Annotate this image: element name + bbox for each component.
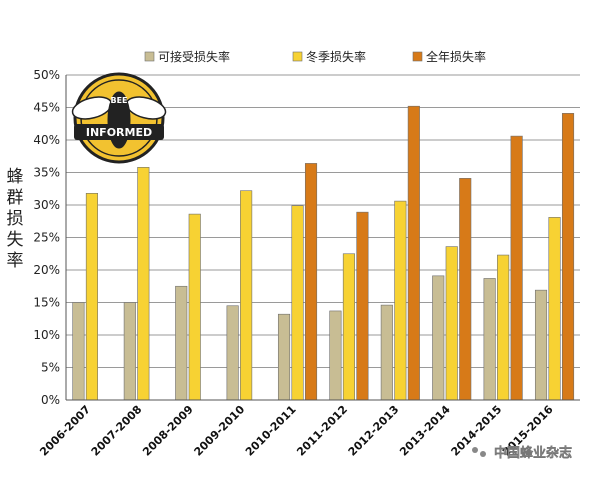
x-tick-label: 2012-2013: [346, 403, 402, 459]
y-axis-label-char: 群: [7, 188, 24, 208]
x-tick-label: 2011-2012: [294, 403, 350, 459]
bar-winter: [342, 253, 355, 401]
bee-informed-logo: INFORMED BEE: [71, 72, 167, 164]
bar-annual: [510, 135, 523, 401]
bar-acceptable: [329, 310, 342, 401]
y-axis-label-char: 蜂: [7, 167, 24, 187]
logo-text-bee: BEE: [110, 96, 127, 105]
legend-label: 全年损失率: [426, 49, 486, 64]
bar-winter: [394, 200, 407, 401]
bar-annual: [459, 178, 472, 401]
bar-acceptable: [226, 305, 239, 401]
watermark: 中国蜂业杂志: [470, 443, 572, 461]
x-tick-label: 2007-2008: [89, 403, 145, 459]
bar-acceptable: [380, 304, 393, 401]
bar-winter: [188, 213, 201, 401]
bar-acceptable: [72, 302, 85, 401]
bar-acceptable: [123, 302, 136, 401]
bar-acceptable: [483, 278, 496, 401]
bar-winter: [497, 254, 510, 401]
legend: 可接受损失率 冬季损失率 全年损失率: [144, 49, 486, 64]
bar-acceptable: [534, 289, 548, 401]
y-tick-label: 5%: [41, 361, 60, 375]
bar-annual: [356, 211, 369, 401]
x-tick-label: 2013-2014: [397, 403, 453, 459]
logo-text-informed: INFORMED: [86, 126, 152, 139]
y-tick-label: 50%: [33, 68, 60, 82]
legend-label: 冬季损失率: [306, 49, 366, 64]
bar-winter: [137, 167, 150, 401]
bar-annual: [561, 113, 575, 401]
y-tick-label: 10%: [33, 328, 60, 342]
y-axis-label-char: 失: [7, 230, 24, 250]
y-axis-label-char: 率: [7, 251, 24, 271]
y-tick-label: 40%: [33, 133, 60, 147]
bar-winter: [85, 193, 98, 401]
y-tick-label: 45%: [33, 101, 60, 115]
bar-annual: [304, 163, 318, 401]
y-axis-label-char: 损: [7, 209, 24, 229]
bar-acceptable: [432, 275, 445, 401]
legend-label: 可接受损失率: [158, 49, 230, 64]
y-tick-label: 30%: [33, 198, 60, 212]
x-tick-label: 2010-2011: [243, 403, 299, 459]
x-tick-label: 2008-2009: [140, 403, 196, 459]
y-tick-label: 35%: [33, 166, 60, 180]
x-tick-label: 2006-2007: [37, 403, 93, 459]
x-tick-label: 2009-2010: [192, 403, 248, 459]
y-tick-label: 0%: [41, 393, 60, 407]
watermark-text: 中国蜂业杂志: [494, 445, 572, 461]
bar-acceptable: [175, 285, 188, 401]
legend-swatch: [412, 51, 423, 62]
bar-winter: [291, 205, 304, 401]
gridlines: [66, 74, 580, 401]
y-tick-label: 15%: [33, 296, 60, 310]
bars: [72, 105, 575, 401]
bar-winter: [240, 190, 253, 401]
bar-winter: [548, 217, 561, 401]
y-tick-label: 25%: [33, 231, 60, 245]
bar-annual: [407, 105, 420, 401]
bar-acceptable: [277, 313, 291, 401]
legend-swatch: [144, 51, 155, 62]
bar-winter: [445, 246, 458, 401]
y-tick-label: 20%: [33, 263, 60, 277]
legend-swatch: [292, 51, 303, 62]
